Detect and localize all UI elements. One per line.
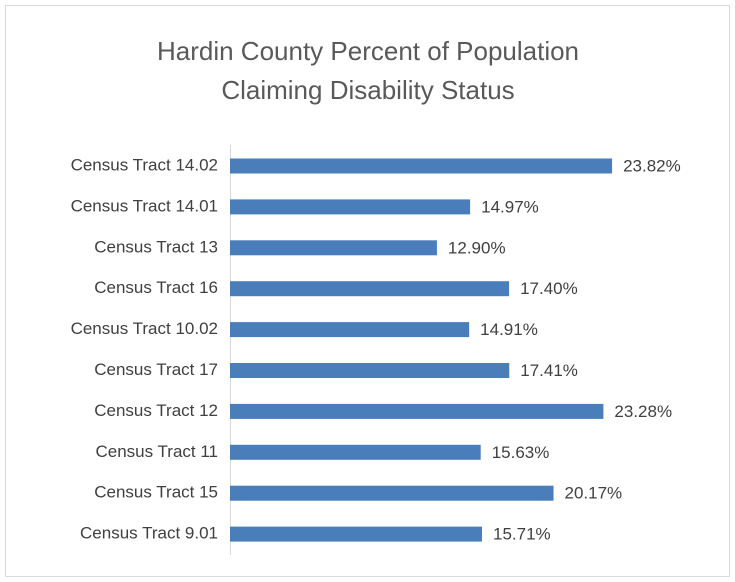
bar [230, 240, 437, 256]
bar [230, 403, 604, 419]
bar [230, 444, 481, 460]
y-tick-label: Census Tract 17 [94, 360, 218, 379]
y-tick-label: Census Tract 16 [94, 278, 218, 297]
y-tick-label: Census Tract 15 [94, 483, 218, 502]
bar [230, 199, 471, 215]
bar [230, 526, 482, 542]
chart-title: Hardin County Percent of Population Clai… [156, 36, 580, 105]
bar [230, 281, 510, 297]
data-label: 23.82% [623, 156, 681, 175]
y-tick-label: Census Tract 14.01 [71, 196, 218, 215]
bar [230, 322, 470, 338]
y-tick-label: Census Tract 14.02 [71, 155, 218, 174]
data-label: 15.71% [493, 525, 551, 544]
data-label: 12.90% [448, 238, 506, 257]
y-tick-label: Census Tract 13 [94, 237, 218, 256]
y-tick-label: Census Tract 12 [94, 401, 218, 420]
data-label: 15.63% [492, 443, 550, 462]
data-label: 23.28% [614, 402, 672, 421]
y-tick-label: Census Tract 11 [95, 442, 218, 461]
data-label: 17.41% [520, 361, 578, 380]
data-label: 14.97% [481, 197, 539, 216]
bar [230, 363, 510, 378]
data-label: 14.91% [480, 320, 538, 339]
y-tick-label: Census Tract 10.02 [71, 319, 218, 338]
data-label: 17.40% [520, 279, 578, 298]
bar [230, 158, 613, 174]
bar [230, 485, 554, 501]
data-label: 20.17% [565, 484, 623, 503]
y-tick-label: Census Tract 9.01 [80, 524, 218, 543]
